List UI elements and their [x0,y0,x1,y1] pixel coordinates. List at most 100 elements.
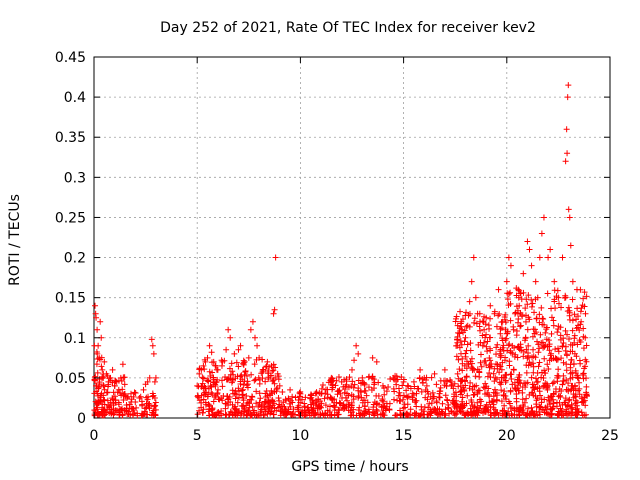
data-point [115,386,122,393]
data-point [492,386,499,393]
data-point [482,391,489,398]
data-point [436,388,443,395]
data-point [400,378,407,385]
data-point [471,366,478,373]
data-point [520,353,527,360]
data-point [455,356,462,363]
data-point [348,402,355,409]
data-point [132,398,139,405]
data-point [261,412,268,419]
data-point [564,94,571,101]
data-point [218,377,225,384]
data-point [445,405,452,412]
data-point [260,404,267,411]
data-point [507,371,514,378]
data-point [399,382,406,389]
data-point [370,376,377,383]
data-point [403,387,410,394]
data-point [251,334,258,341]
data-point [515,294,522,301]
data-point [265,396,272,403]
data-point [451,380,458,387]
data-point [133,404,140,411]
data-point [309,406,316,413]
data-point [507,262,514,269]
data-point [290,406,297,413]
data-point [572,382,579,389]
data-point [140,386,147,393]
data-point [480,384,487,391]
data-point [452,315,459,322]
data-point [430,393,437,400]
data-point [576,327,583,334]
points-layer [91,82,591,419]
data-point [513,395,520,402]
data-point [231,350,238,357]
data-point [459,355,466,362]
data-point [540,344,547,351]
data-point [506,341,513,348]
data-point [519,409,526,416]
data-point [250,409,257,416]
data-point [92,302,99,309]
data-point [576,379,583,386]
data-point [477,339,484,346]
data-point [94,326,101,333]
data-point [569,278,576,285]
data-point [100,382,107,389]
data-point [474,390,481,397]
data-point [580,295,587,302]
data-point [535,341,542,348]
data-point [428,400,435,407]
data-point [479,318,486,325]
data-point [491,378,498,385]
data-point [541,355,548,362]
data-point [548,330,555,337]
data-point [132,390,139,397]
data-point [568,356,575,363]
data-point [118,392,125,399]
data-point [544,383,551,390]
data-point [474,399,481,406]
data-point [578,395,585,402]
data-point [504,296,511,303]
data-point [468,278,475,285]
data-point [375,392,382,399]
data-point [111,382,118,389]
data-point [458,341,465,348]
data-point [369,408,376,415]
data-point [518,347,525,354]
data-point [355,377,362,384]
data-point [481,385,488,392]
data-point [493,409,500,416]
data-point [486,362,493,369]
data-point [559,343,566,350]
data-point [484,348,491,355]
data-point [525,342,532,349]
data-point [567,387,574,394]
data-point [511,353,518,360]
data-point [547,246,554,253]
data-point [463,309,470,316]
data-point [267,372,274,379]
data-point [361,410,368,417]
data-point [241,358,248,365]
data-point [581,303,588,310]
x-tick-label: 15 [395,428,413,444]
data-point [463,374,470,381]
data-point [554,329,561,336]
data-point [550,379,557,386]
data-point [560,372,567,379]
data-point [487,363,494,370]
data-point [209,411,216,418]
data-point [471,391,478,398]
data-point [105,378,112,385]
data-point [528,303,535,310]
data-point [270,377,277,384]
data-point [410,378,417,385]
data-point [517,323,524,330]
data-point [457,308,464,315]
data-point [227,375,234,382]
data-point [115,401,122,408]
data-point [373,358,380,365]
